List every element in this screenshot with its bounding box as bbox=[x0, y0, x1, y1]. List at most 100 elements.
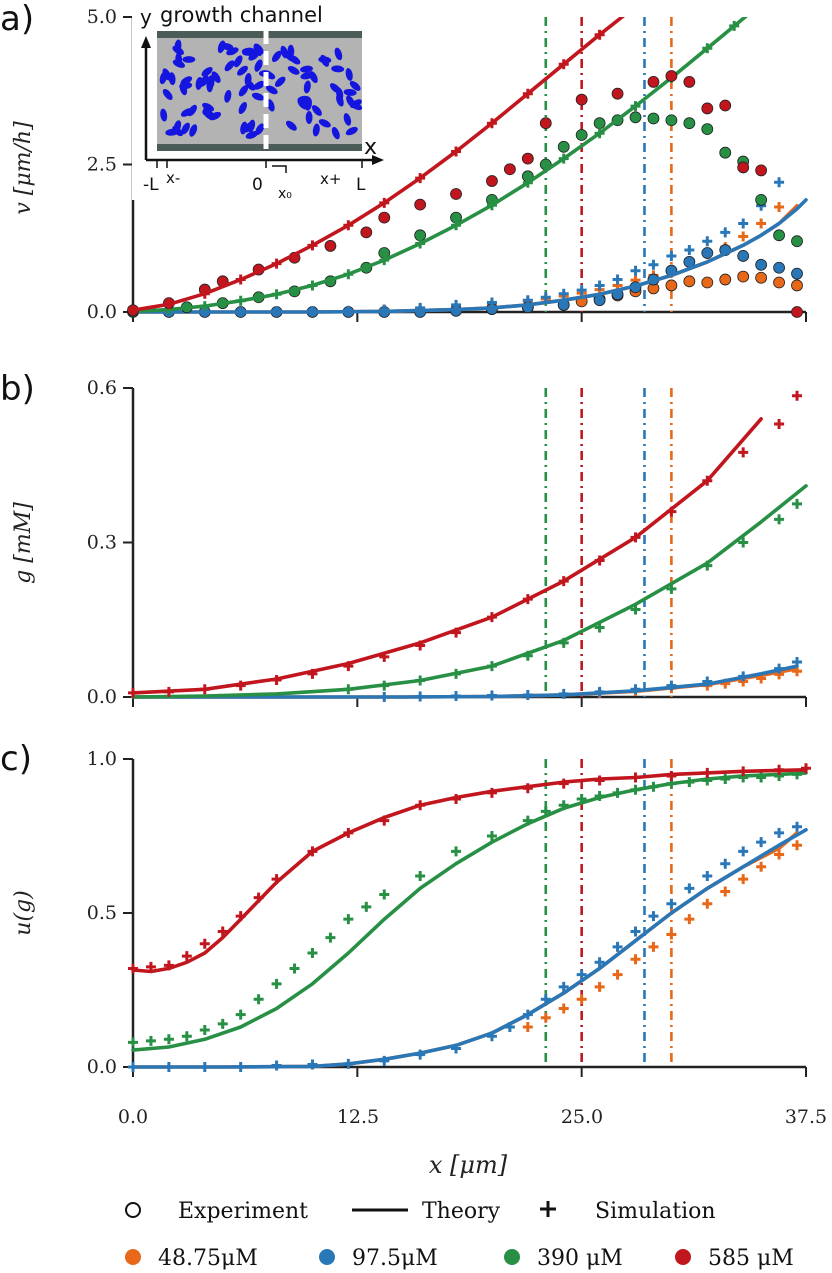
growth-channel-inset: y growth channel x -L x- 0 x₀ x+ L bbox=[132, 0, 384, 202]
simulation-point bbox=[415, 1049, 426, 1060]
simulation-point bbox=[522, 1009, 533, 1020]
experiment-point bbox=[701, 247, 714, 259]
simulation-point bbox=[235, 1009, 246, 1020]
simulation-point bbox=[666, 898, 677, 909]
simulation-point bbox=[522, 783, 533, 794]
simulation-point bbox=[720, 774, 731, 785]
simulation-point bbox=[630, 784, 641, 795]
simulation-point bbox=[486, 1031, 497, 1042]
simulation-point bbox=[199, 684, 210, 695]
experiment-point bbox=[701, 102, 714, 115]
y-axis-label-a: v [μm/h] bbox=[11, 121, 36, 215]
panel-c-uptake: 0.0 0.5 1.0 bbox=[87, 748, 811, 1078]
experiment-point bbox=[593, 117, 606, 130]
simulation-point bbox=[217, 926, 228, 937]
simulation-point bbox=[666, 680, 677, 691]
inset-tick-label: -L bbox=[143, 175, 159, 195]
simulation-point bbox=[630, 684, 641, 695]
experiment-point bbox=[791, 306, 803, 318]
simulation-point bbox=[217, 1018, 228, 1029]
simulation-point bbox=[792, 390, 803, 401]
simulation-point bbox=[451, 627, 462, 638]
simulation-point bbox=[235, 680, 246, 691]
simulation-point bbox=[307, 948, 318, 959]
simulation-point bbox=[756, 772, 767, 783]
inset-x-arrow bbox=[372, 155, 384, 165]
simulation-point bbox=[145, 1035, 156, 1046]
inset-y-label: y bbox=[140, 5, 152, 29]
simulation-point bbox=[612, 969, 623, 980]
simulation-point bbox=[486, 787, 497, 798]
bacterium bbox=[240, 121, 248, 135]
simulation-point bbox=[576, 994, 587, 1005]
simulation-point bbox=[576, 794, 587, 805]
simulation-point bbox=[486, 612, 497, 623]
simulation-point bbox=[666, 506, 677, 517]
legend-color-swatch bbox=[504, 1249, 520, 1265]
simulation-point bbox=[738, 231, 749, 242]
panel-label-c: c) bbox=[0, 739, 32, 779]
theory-line bbox=[131, 768, 808, 974]
simulation-point bbox=[630, 954, 641, 965]
bacterium bbox=[254, 59, 263, 72]
inset-bracket-x0 bbox=[272, 165, 287, 173]
simulation-point bbox=[738, 671, 749, 682]
simulation-point bbox=[792, 840, 803, 851]
experiment-point bbox=[665, 279, 678, 292]
theory-line bbox=[131, 17, 625, 312]
experiment-point bbox=[791, 279, 803, 292]
legend-concentration-label: 97.5μM bbox=[352, 1246, 438, 1271]
simulation-point bbox=[343, 305, 354, 316]
simulation-point bbox=[271, 306, 282, 317]
simulation-point bbox=[451, 690, 462, 701]
experiment-point bbox=[719, 99, 732, 112]
simulation-point bbox=[235, 1062, 246, 1072]
bacterium bbox=[172, 59, 185, 68]
simulation-point bbox=[307, 306, 318, 317]
simulation-point bbox=[253, 994, 264, 1005]
experiment-point bbox=[378, 211, 391, 224]
legend-simulation-label: Simulation bbox=[595, 1199, 716, 1224]
simulation-point bbox=[522, 815, 533, 826]
simulation-point bbox=[576, 285, 587, 296]
simulation-point bbox=[630, 604, 641, 615]
legend-experiment-marker bbox=[125, 1202, 141, 1218]
bacterium bbox=[220, 43, 234, 51]
simulation-point bbox=[379, 197, 390, 208]
x-tick-label: 25.0 bbox=[561, 1106, 603, 1128]
simulation-point bbox=[451, 668, 462, 679]
simulation-point bbox=[235, 911, 246, 922]
simulation-point bbox=[253, 892, 264, 903]
bacterium bbox=[202, 107, 213, 120]
simulation-point bbox=[702, 871, 713, 882]
simulation-point bbox=[486, 831, 497, 841]
simulation-point bbox=[540, 292, 551, 303]
experiment-point bbox=[773, 276, 785, 289]
simulation-point bbox=[163, 1034, 174, 1045]
y-tick-label: 0.3 bbox=[87, 532, 117, 554]
bacterium bbox=[271, 50, 282, 62]
experiment-point bbox=[324, 240, 337, 252]
simulation-point bbox=[774, 849, 785, 860]
simulation-point bbox=[774, 827, 785, 838]
theory-line bbox=[131, 484, 808, 699]
simulation-point bbox=[163, 960, 174, 971]
simulation-point bbox=[558, 778, 569, 789]
bacterium bbox=[331, 126, 340, 140]
experiment-point bbox=[719, 273, 732, 286]
simulation-point bbox=[594, 555, 605, 566]
experiment-point bbox=[575, 93, 588, 106]
experiment-point bbox=[755, 271, 768, 284]
simulation-point bbox=[702, 236, 713, 247]
simulation-point bbox=[684, 777, 695, 788]
simulation-point bbox=[630, 772, 641, 783]
inset-tick-label: x- bbox=[166, 169, 180, 187]
legend-concentration-label: 390 μM bbox=[537, 1246, 623, 1271]
simulation-point bbox=[271, 1060, 282, 1071]
plot-area bbox=[128, 763, 811, 1072]
simulation-point bbox=[594, 686, 605, 697]
bacterium bbox=[182, 56, 196, 63]
simulation-point bbox=[522, 88, 533, 99]
simulation-point bbox=[325, 932, 336, 943]
simulation-point bbox=[486, 690, 497, 701]
